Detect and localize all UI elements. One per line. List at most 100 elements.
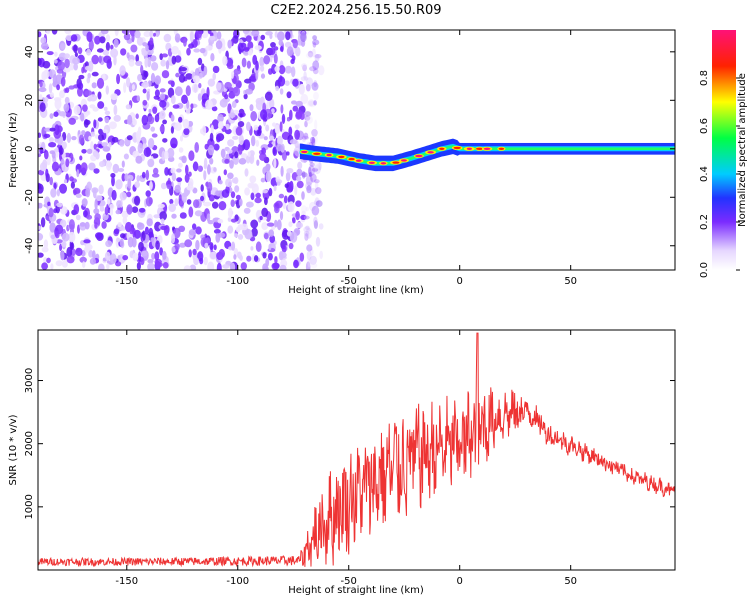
noise-speckle — [151, 62, 159, 71]
noise-speckle — [301, 63, 308, 69]
noise-speckle — [119, 238, 124, 247]
noise-speckle — [52, 74, 58, 85]
noise-speckle — [279, 121, 283, 132]
noise-speckle — [96, 77, 105, 89]
noise-speckle — [147, 158, 155, 168]
noise-speckle — [85, 65, 91, 71]
noise-speckle — [190, 103, 194, 110]
noise-speckle — [162, 138, 168, 143]
noise-speckle — [53, 97, 62, 102]
noise-speckle — [51, 151, 56, 159]
noise-speckle — [307, 50, 314, 58]
noise-speckle — [103, 106, 108, 111]
noise-speckle — [38, 31, 42, 38]
noise-speckle — [308, 100, 316, 108]
noise-speckle — [240, 42, 247, 48]
noise-speckle — [81, 66, 85, 74]
noise-speckle — [227, 139, 235, 147]
noise-speckle — [39, 94, 43, 101]
noise-speckle — [70, 34, 78, 42]
noise-speckle — [89, 258, 96, 265]
noise-speckle — [81, 149, 87, 154]
noise-speckle — [273, 46, 279, 51]
noise-speckle — [312, 42, 317, 48]
noise-speckle — [205, 45, 213, 51]
noise-speckle — [146, 91, 150, 101]
noise-speckle — [287, 201, 295, 213]
noise-speckle — [303, 132, 309, 139]
noise-speckle — [197, 165, 203, 172]
noise-speckle — [73, 189, 77, 196]
snr-xtick-label: -100 — [226, 576, 249, 587]
noise-speckle — [295, 222, 303, 229]
noise-speckle — [199, 47, 206, 54]
noise-speckle — [69, 63, 75, 71]
noise-speckle — [38, 252, 44, 258]
noise-speckle — [151, 173, 160, 178]
noise-speckle — [304, 233, 309, 241]
noise-speckle — [296, 175, 302, 182]
noise-speckle — [313, 80, 318, 88]
noise-speckle — [38, 87, 47, 93]
noise-speckle — [61, 141, 67, 150]
noise-speckle — [91, 54, 99, 65]
noise-speckle — [313, 164, 321, 175]
noise-speckle — [46, 51, 54, 56]
noise-speckle — [288, 126, 293, 137]
noise-speckle — [41, 42, 49, 50]
noise-speckle — [87, 72, 91, 79]
noise-speckle — [289, 109, 293, 121]
noise-speckle — [150, 55, 157, 62]
noise-speckle — [184, 173, 190, 183]
noise-speckle — [179, 200, 184, 206]
noise-speckle — [38, 57, 42, 66]
noise-speckle — [244, 228, 253, 240]
noise-speckle — [286, 151, 290, 156]
noise-speckle — [270, 42, 276, 48]
noise-speckle — [241, 153, 248, 160]
noise-speckle — [213, 143, 220, 151]
spectrogram-noise — [38, 30, 325, 270]
snr-xtick-label: 50 — [564, 576, 577, 587]
noise-speckle — [187, 120, 194, 127]
noise-speckle — [274, 124, 281, 134]
noise-speckle — [304, 120, 308, 128]
noise-speckle — [68, 117, 76, 125]
noise-speckle — [135, 113, 139, 119]
noise-speckle — [215, 233, 221, 243]
noise-speckle — [108, 121, 117, 130]
noise-speckle — [154, 114, 160, 123]
noise-speckle — [313, 68, 319, 75]
noise-speckle — [290, 58, 295, 65]
noise-speckle — [203, 65, 208, 76]
noise-speckle — [249, 104, 254, 112]
noise-speckle — [80, 112, 85, 122]
spectrogram-xlabel: Height of straight line (km) — [288, 285, 424, 296]
noise-speckle — [145, 196, 153, 207]
noise-speckle — [89, 94, 98, 102]
noise-speckle — [105, 34, 111, 42]
noise-speckle — [206, 213, 211, 223]
noise-speckle — [255, 139, 260, 147]
noise-speckle — [53, 111, 59, 117]
noise-speckle — [119, 65, 126, 76]
noise-speckle — [102, 73, 106, 81]
ridge-hotspot-core — [338, 155, 345, 159]
noise-speckle — [160, 182, 167, 190]
noise-speckle — [216, 135, 221, 143]
noise-speckle — [215, 40, 223, 50]
noise-speckle — [309, 248, 314, 256]
snr-ytick-label: 3000 — [24, 368, 35, 393]
noise-speckle — [278, 65, 286, 75]
noise-speckle — [222, 55, 228, 66]
noise-speckle — [135, 54, 139, 63]
noise-speckle — [43, 239, 49, 249]
noise-speckle — [174, 184, 181, 193]
noise-speckle — [274, 219, 278, 228]
noise-speckle — [166, 184, 172, 190]
noise-speckle — [215, 82, 222, 91]
noise-speckle — [311, 255, 317, 264]
snr-xlabel: Height of straight line (km) — [288, 585, 424, 596]
noise-speckle — [275, 200, 283, 209]
